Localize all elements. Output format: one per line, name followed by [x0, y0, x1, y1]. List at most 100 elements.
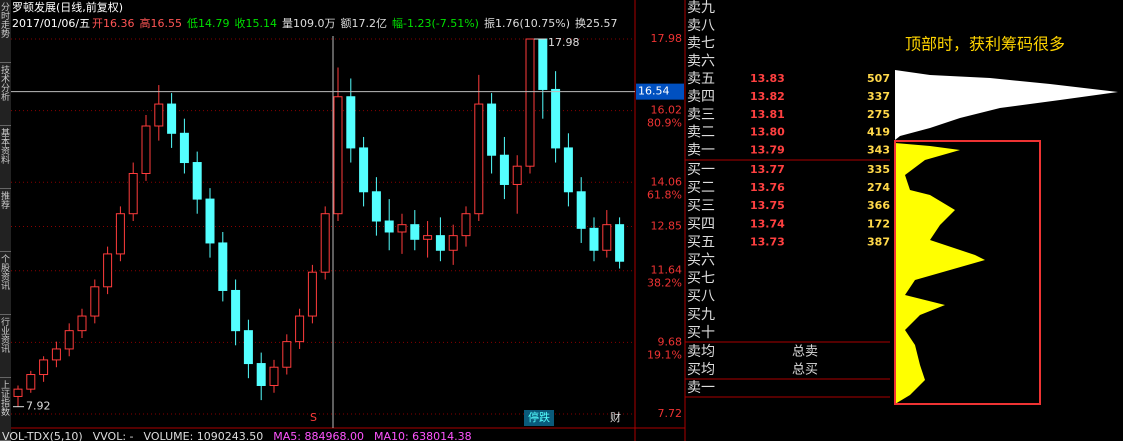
book-label: 买均 — [687, 362, 715, 378]
candle-body — [282, 341, 292, 368]
book-volume: 419 — [867, 126, 890, 139]
candle-body — [423, 235, 433, 240]
candle-body — [384, 220, 394, 233]
candle-body — [333, 96, 343, 215]
fib-label: 80.9% — [647, 117, 682, 130]
candle-body — [538, 38, 548, 90]
candle-body — [154, 103, 164, 127]
book-price: 13.82 — [750, 90, 785, 103]
candle-body — [90, 286, 100, 317]
fib-label: 38.2% — [647, 277, 682, 290]
book-label: 卖六 — [687, 53, 715, 69]
candle-body — [115, 213, 125, 255]
candle-body — [103, 253, 113, 288]
cursor-price: 16.54 — [638, 85, 670, 98]
chart-tag: 停跌 — [528, 410, 550, 424]
quote-field: 收15.14 — [235, 16, 278, 30]
book-label: 卖均 — [687, 344, 715, 360]
book-volume: 172 — [867, 217, 890, 230]
candle-body — [51, 348, 61, 361]
candle-body — [346, 96, 356, 149]
book-label: 卖一 — [687, 380, 715, 396]
book-label: 卖八 — [687, 18, 715, 34]
candle-body — [435, 235, 445, 251]
y-tick-label: 16.02 — [651, 104, 683, 117]
candle-body — [26, 374, 36, 390]
candle-body — [576, 191, 586, 229]
candle-body — [448, 235, 458, 251]
quote-field: 振1.76(10.75%) — [484, 16, 570, 30]
candle-body — [179, 132, 189, 164]
book-price: 13.77 — [750, 163, 785, 176]
quote-field: 低14.79 — [187, 17, 230, 30]
candle-body — [128, 173, 138, 215]
book-price: 13.83 — [750, 72, 785, 85]
candle-body — [218, 242, 228, 291]
candle-body — [397, 224, 407, 233]
candle-body — [256, 363, 266, 386]
fib-label: 61.8% — [647, 188, 682, 201]
candle-body — [39, 359, 49, 376]
candle-body — [371, 191, 381, 222]
book-price: 13.80 — [750, 126, 785, 139]
sidebar-tab[interactable]: 行业资讯 — [0, 315, 11, 378]
book-label: 买六 — [687, 253, 715, 269]
book-volume: 274 — [867, 181, 890, 194]
book-label: 卖九 — [687, 0, 715, 16]
volume-indicator: VOLUME: 1090243.50 — [144, 430, 264, 441]
candle-body — [461, 213, 471, 237]
sidebar-tab[interactable]: 技术分析 — [0, 63, 11, 126]
book-note: 总卖 — [792, 345, 818, 360]
book-label: 买七 — [687, 271, 715, 287]
book-label: 买九 — [687, 307, 715, 323]
y-tick-label: 17.98 — [651, 32, 683, 45]
book-volume: 387 — [867, 235, 890, 248]
candle-body — [320, 213, 330, 273]
candle-body — [359, 147, 369, 193]
quote-field: 幅-1.23(-7.51%) — [392, 17, 479, 30]
candle-body — [563, 147, 573, 193]
y-tick-label: 9.68 — [658, 335, 683, 348]
book-volume: 275 — [867, 108, 890, 121]
book-label: 买一 — [687, 162, 715, 178]
sidebar-tab[interactable]: 分时走势 — [0, 0, 11, 63]
book-price: 13.73 — [750, 235, 785, 248]
book-label: 卖七 — [687, 36, 715, 52]
chip-profile-white — [895, 70, 1118, 140]
book-label: 买四 — [687, 216, 715, 232]
book-label: 卖二 — [687, 125, 715, 141]
sidebar-tab[interactable]: 基本资料 — [0, 126, 11, 189]
book-note: 总买 — [792, 363, 818, 378]
candle-body — [295, 315, 305, 343]
volume-indicator: VOL-TDX(5,10) — [2, 430, 83, 441]
candle-body — [615, 224, 625, 262]
book-price: 13.76 — [750, 181, 785, 194]
candle-body — [512, 165, 522, 185]
candle-body — [487, 103, 497, 156]
book-volume: 335 — [867, 163, 890, 176]
candle-body — [474, 103, 484, 215]
candle-body — [551, 88, 561, 149]
volume-indicator: VVOL: - — [93, 430, 134, 441]
sidebar-tab[interactable]: 个股资讯 — [0, 252, 11, 315]
book-label: 卖一 — [687, 142, 715, 158]
candle-body — [602, 224, 612, 251]
candle-body — [410, 224, 420, 240]
book-volume: 366 — [867, 199, 890, 212]
candle-body — [192, 162, 202, 200]
book-label: 卖五 — [687, 71, 715, 87]
book-label: 卖三 — [687, 107, 715, 123]
book-volume: 343 — [867, 143, 890, 156]
book-label: 买八 — [687, 289, 715, 305]
book-label: 买五 — [687, 234, 715, 250]
low-label: 7.92 — [26, 400, 51, 413]
book-volume: 337 — [867, 90, 890, 103]
volume-indicator: MA10: 638014.38 — [374, 430, 472, 441]
quote-field: 高16.55 — [140, 16, 183, 30]
y-tick-label: 7.72 — [658, 407, 683, 420]
sidebar-tab[interactable]: 推荐 — [0, 189, 11, 252]
candle-body — [231, 289, 241, 332]
volume-indicator: MA5: 884968.00 — [273, 430, 364, 441]
